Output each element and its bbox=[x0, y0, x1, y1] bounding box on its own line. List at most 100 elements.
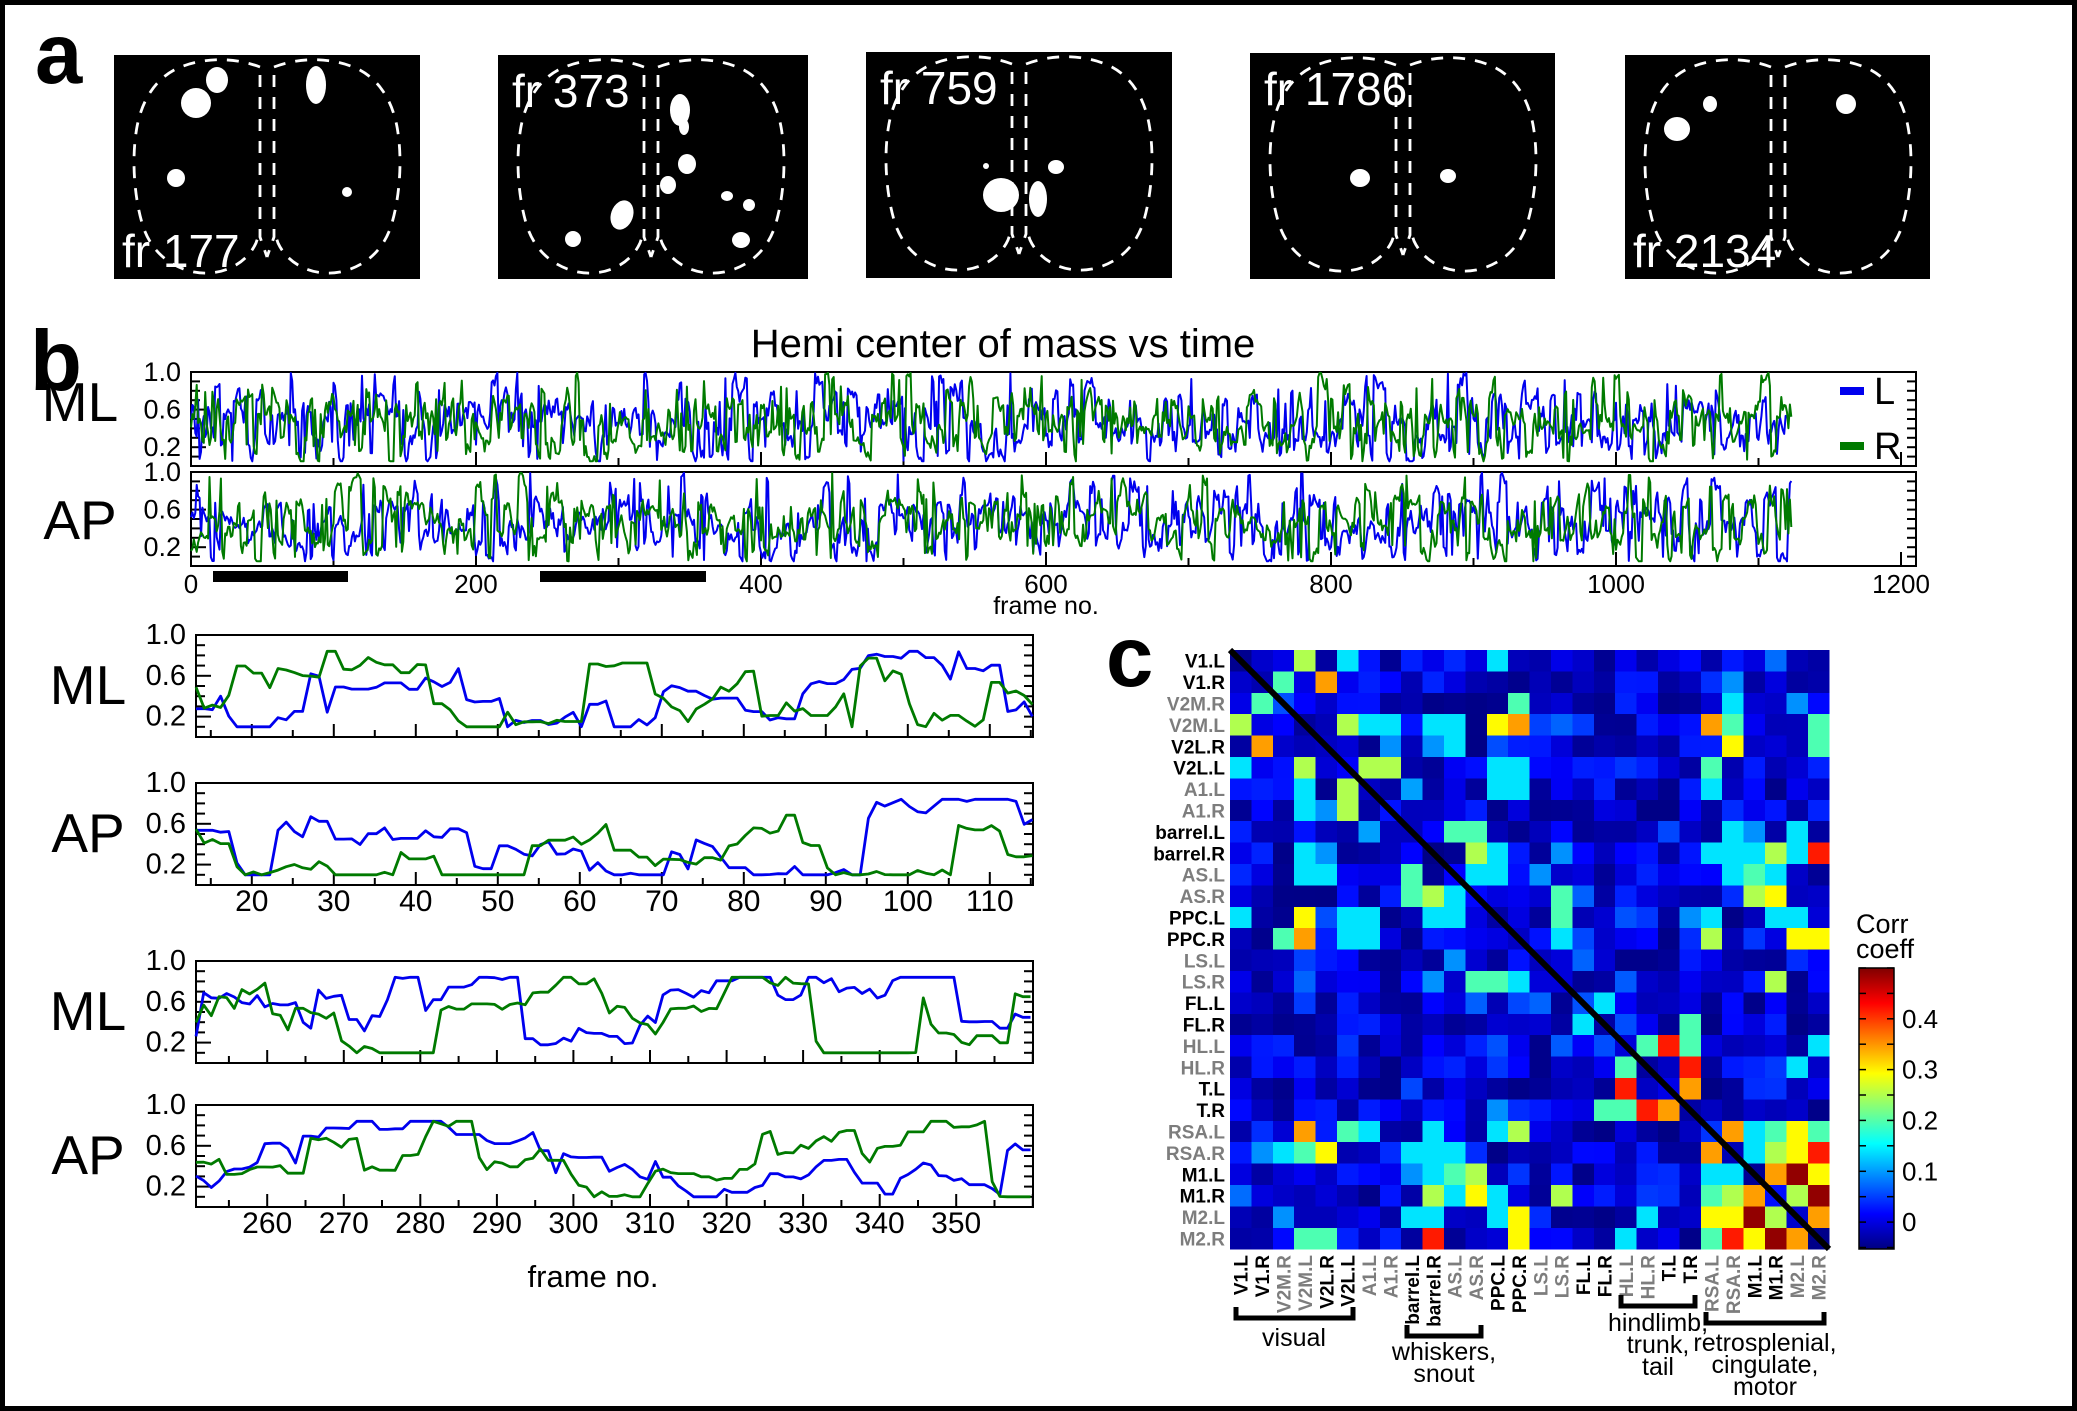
svg-text:0.2: 0.2 bbox=[143, 432, 181, 462]
svg-text:LS.R: LS.R bbox=[1182, 973, 1226, 994]
svg-text:330: 330 bbox=[778, 1207, 828, 1240]
svg-text:barrel.R: barrel.R bbox=[1424, 1255, 1445, 1327]
svg-text:RSA.L: RSA.L bbox=[1168, 1123, 1225, 1144]
svg-text:R: R bbox=[1874, 426, 1901, 468]
svg-text:0.6: 0.6 bbox=[143, 495, 181, 525]
svg-text:frame no.: frame no. bbox=[528, 1259, 659, 1294]
svg-text:50: 50 bbox=[481, 885, 514, 918]
svg-text:visual: visual bbox=[1262, 1324, 1326, 1352]
svg-text:30: 30 bbox=[317, 885, 350, 918]
svg-text:FL.L: FL.L bbox=[1574, 1255, 1595, 1295]
svg-text:c: c bbox=[1106, 610, 1153, 705]
svg-text:60: 60 bbox=[563, 885, 596, 918]
svg-text:FL.R: FL.R bbox=[1183, 1016, 1225, 1037]
svg-text:0.2: 0.2 bbox=[1902, 1105, 1938, 1135]
svg-text:V2L.L: V2L.L bbox=[1339, 1255, 1360, 1307]
svg-text:Corr: Corr bbox=[1856, 909, 1909, 939]
svg-text:M2.L: M2.L bbox=[1788, 1255, 1809, 1299]
svg-text:PPC.L: PPC.L bbox=[1489, 1255, 1510, 1311]
svg-text:fr 2134: fr 2134 bbox=[1633, 225, 1776, 277]
svg-text:retrosplenial,: retrosplenial, bbox=[1693, 1329, 1836, 1357]
svg-text:ML: ML bbox=[50, 654, 126, 716]
svg-text:0.6: 0.6 bbox=[146, 1130, 186, 1162]
svg-text:V2M.L: V2M.L bbox=[1169, 716, 1225, 737]
svg-text:whiskers,: whiskers, bbox=[1391, 1338, 1496, 1366]
svg-text:trunk,: trunk, bbox=[1627, 1331, 1690, 1359]
svg-text:0.6: 0.6 bbox=[146, 660, 186, 692]
svg-text:FL.R: FL.R bbox=[1596, 1255, 1617, 1297]
svg-text:M2.R: M2.R bbox=[1180, 1230, 1226, 1251]
svg-text:fr 1786: fr 1786 bbox=[1264, 63, 1407, 115]
svg-text:0.1: 0.1 bbox=[1902, 1156, 1938, 1186]
svg-text:ML: ML bbox=[50, 980, 126, 1042]
svg-text:20: 20 bbox=[235, 885, 268, 918]
svg-text:280: 280 bbox=[395, 1207, 445, 1240]
svg-text:LS.R: LS.R bbox=[1553, 1255, 1574, 1299]
svg-text:0.6: 0.6 bbox=[146, 808, 186, 840]
svg-text:T.L: T.L bbox=[1199, 1080, 1226, 1101]
svg-text:AS.L: AS.L bbox=[1446, 1255, 1467, 1299]
svg-text:40: 40 bbox=[399, 885, 432, 918]
svg-text:A1.R: A1.R bbox=[1182, 802, 1226, 823]
svg-text:M1.L: M1.L bbox=[1745, 1255, 1766, 1299]
svg-text:a: a bbox=[35, 7, 83, 102]
svg-text:1.0: 1.0 bbox=[143, 357, 181, 387]
svg-text:AS.L: AS.L bbox=[1182, 866, 1226, 887]
svg-text:LS.L: LS.L bbox=[1531, 1255, 1552, 1297]
svg-text:0.2: 0.2 bbox=[146, 849, 186, 881]
svg-text:fr 759: fr 759 bbox=[880, 62, 998, 114]
svg-text:snout: snout bbox=[1413, 1360, 1474, 1388]
svg-text:PPC.L: PPC.L bbox=[1169, 909, 1225, 930]
svg-text:0.2: 0.2 bbox=[146, 1027, 186, 1059]
svg-text:0.4: 0.4 bbox=[1902, 1004, 1938, 1034]
svg-text:hindlimb,: hindlimb, bbox=[1608, 1309, 1708, 1337]
svg-text:1.0: 1.0 bbox=[146, 945, 186, 977]
svg-text:coeff: coeff bbox=[1856, 934, 1915, 964]
svg-text:AP: AP bbox=[51, 1124, 124, 1186]
svg-text:M2.R: M2.R bbox=[1810, 1255, 1831, 1301]
svg-text:cingulate,: cingulate, bbox=[1711, 1351, 1818, 1379]
svg-text:A1.L: A1.L bbox=[1360, 1255, 1381, 1297]
svg-text:HL.L: HL.L bbox=[1183, 1037, 1226, 1058]
svg-text:70: 70 bbox=[645, 885, 678, 918]
svg-text:110: 110 bbox=[966, 885, 1014, 918]
svg-text:RSA.R: RSA.R bbox=[1166, 1144, 1225, 1165]
svg-text:PPC.R: PPC.R bbox=[1510, 1255, 1531, 1313]
svg-text:0.6: 0.6 bbox=[143, 395, 181, 425]
svg-text:800: 800 bbox=[1309, 569, 1352, 599]
svg-text:M2.L: M2.L bbox=[1182, 1208, 1226, 1229]
svg-text:0.3: 0.3 bbox=[1902, 1055, 1938, 1085]
svg-text:frame no.: frame no. bbox=[993, 592, 1099, 620]
svg-text:A1.L: A1.L bbox=[1184, 780, 1226, 801]
svg-text:T.R: T.R bbox=[1197, 1101, 1226, 1122]
svg-text:HL.R: HL.R bbox=[1181, 1058, 1226, 1079]
svg-text:290: 290 bbox=[472, 1207, 522, 1240]
svg-text:barrel.R: barrel.R bbox=[1153, 844, 1225, 865]
svg-text:b: b bbox=[30, 314, 82, 409]
svg-text:AP: AP bbox=[43, 489, 116, 551]
svg-text:ML: ML bbox=[42, 371, 118, 433]
svg-text:Hemi center of mass vs time: Hemi center of mass vs time bbox=[751, 322, 1256, 366]
svg-text:0.2: 0.2 bbox=[146, 1171, 186, 1203]
svg-text:100: 100 bbox=[883, 885, 933, 918]
svg-text:260: 260 bbox=[242, 1207, 292, 1240]
svg-text:V2M.R: V2M.R bbox=[1275, 1255, 1296, 1313]
svg-text:RSA.R: RSA.R bbox=[1724, 1255, 1745, 1314]
svg-text:0.2: 0.2 bbox=[146, 701, 186, 733]
svg-text:V2L.R: V2L.R bbox=[1171, 737, 1225, 758]
svg-text:1.0: 1.0 bbox=[146, 767, 186, 799]
svg-text:M1.R: M1.R bbox=[1767, 1255, 1788, 1301]
svg-text:A1.R: A1.R bbox=[1382, 1255, 1403, 1299]
svg-text:200: 200 bbox=[454, 569, 497, 599]
svg-text:barrel.L: barrel.L bbox=[1155, 823, 1225, 844]
svg-text:90: 90 bbox=[809, 885, 842, 918]
svg-text:V1.R: V1.R bbox=[1183, 673, 1226, 694]
svg-text:fr 373: fr 373 bbox=[512, 65, 630, 117]
svg-text:600: 600 bbox=[1024, 569, 1067, 599]
svg-text:1200: 1200 bbox=[1872, 569, 1930, 599]
svg-text:barrel.L: barrel.L bbox=[1403, 1255, 1424, 1325]
svg-text:AP: AP bbox=[51, 802, 124, 864]
svg-text:LS.L: LS.L bbox=[1184, 951, 1226, 972]
svg-text:0.6: 0.6 bbox=[146, 986, 186, 1018]
svg-text:fr 177: fr 177 bbox=[122, 225, 240, 277]
